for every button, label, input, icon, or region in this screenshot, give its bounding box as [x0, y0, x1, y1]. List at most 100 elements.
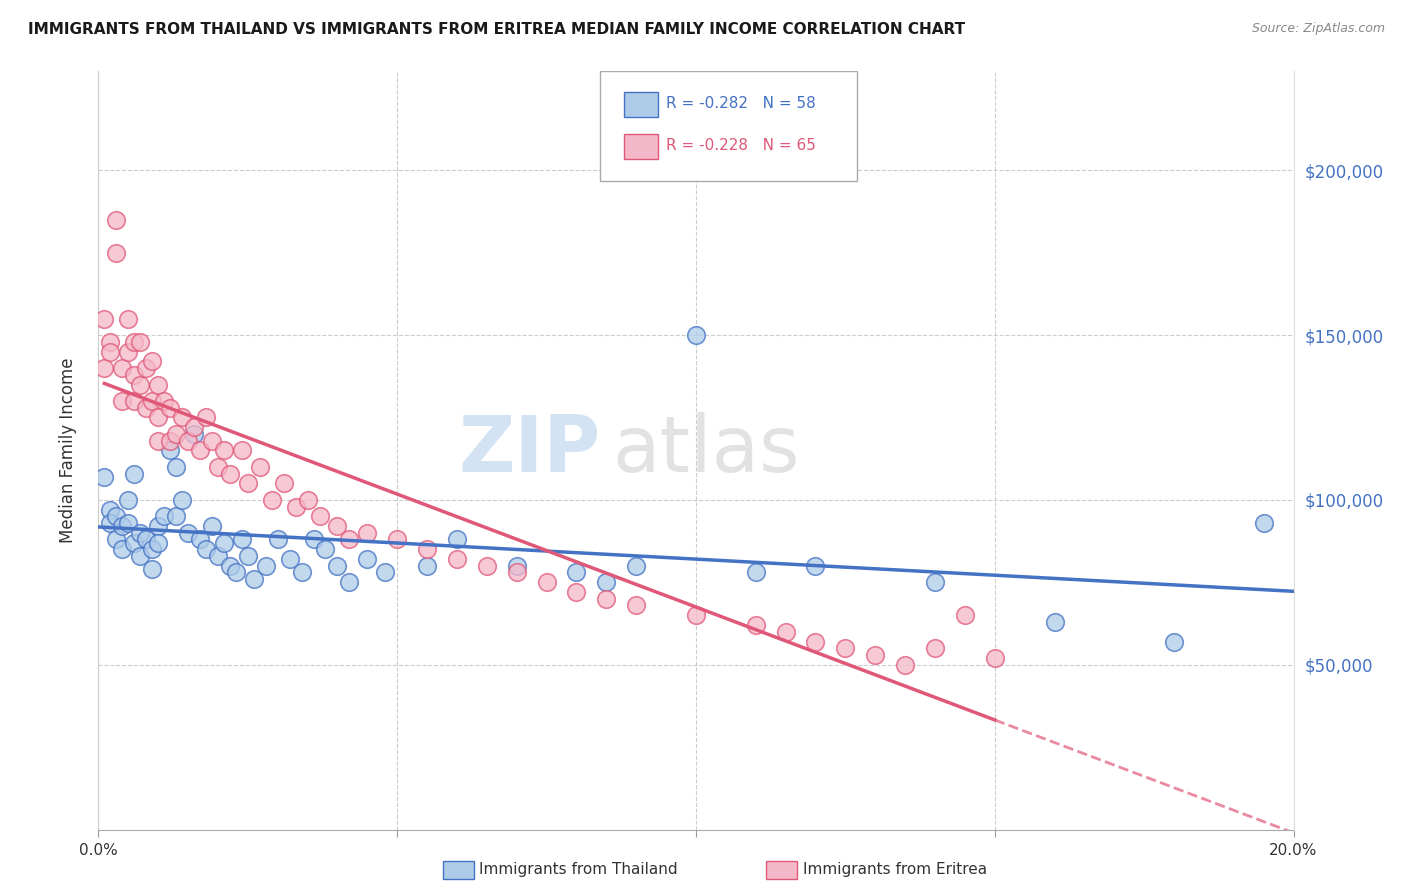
Point: [105, 245, 128, 260]
Point: [565, 585, 588, 599]
Point: [326, 519, 349, 533]
Point: [385, 533, 409, 547]
Point: [374, 566, 396, 580]
Point: [129, 549, 152, 563]
Point: [924, 641, 946, 656]
Point: [153, 509, 176, 524]
Point: [984, 651, 1007, 665]
Point: [135, 533, 157, 547]
Text: Source: ZipAtlas.com: Source: ZipAtlas.com: [1251, 22, 1385, 36]
Point: [93, 470, 115, 484]
Point: [124, 368, 146, 382]
Point: [506, 566, 529, 580]
Point: [93, 311, 115, 326]
Point: [243, 572, 266, 586]
Bar: [624, 92, 658, 117]
Text: R = -0.228   N = 65: R = -0.228 N = 65: [666, 138, 815, 153]
Point: [129, 525, 152, 540]
Point: [339, 575, 361, 590]
Point: [159, 401, 181, 415]
Point: [236, 476, 259, 491]
Point: [291, 566, 314, 580]
Point: [124, 334, 146, 349]
Point: [267, 533, 290, 547]
Point: [626, 599, 648, 613]
Point: [172, 410, 194, 425]
Point: [212, 535, 235, 549]
Point: [117, 492, 139, 507]
Point: [201, 434, 224, 448]
Point: [416, 558, 439, 573]
Point: [219, 467, 242, 481]
Point: [254, 558, 277, 573]
Point: [834, 641, 856, 656]
Point: [231, 533, 253, 547]
Point: [804, 634, 827, 648]
Point: [159, 434, 181, 448]
Point: [195, 542, 218, 557]
Point: [135, 401, 157, 415]
Point: [148, 434, 170, 448]
Point: [148, 377, 170, 392]
Point: [117, 311, 139, 326]
Point: [165, 427, 187, 442]
Point: [595, 591, 617, 606]
Point: [188, 443, 211, 458]
Point: [117, 516, 139, 530]
Point: [446, 552, 468, 566]
Bar: [624, 134, 658, 159]
Point: [626, 558, 648, 573]
Point: [804, 558, 827, 573]
Point: [165, 459, 187, 474]
Point: [745, 566, 768, 580]
Point: [685, 328, 707, 343]
Point: [195, 410, 218, 425]
Point: [183, 420, 205, 434]
Point: [894, 657, 917, 672]
Point: [506, 558, 529, 573]
Point: [278, 552, 301, 566]
Point: [111, 361, 134, 376]
Point: [302, 533, 325, 547]
Point: [148, 410, 170, 425]
Point: [1163, 634, 1185, 648]
Point: [1253, 516, 1275, 530]
Point: [249, 459, 271, 474]
Point: [326, 558, 349, 573]
Point: [141, 542, 163, 557]
Text: R = -0.282   N = 58: R = -0.282 N = 58: [666, 96, 815, 112]
Point: [219, 558, 242, 573]
Text: atlas: atlas: [613, 412, 800, 489]
Point: [212, 443, 235, 458]
Point: [260, 492, 283, 507]
FancyBboxPatch shape: [600, 71, 858, 181]
Point: [745, 618, 768, 632]
Point: [98, 503, 122, 517]
Point: [475, 558, 498, 573]
Point: [273, 476, 295, 491]
Point: [865, 648, 887, 662]
Point: [98, 344, 122, 359]
Point: [165, 509, 187, 524]
Point: [924, 575, 946, 590]
Point: [775, 624, 797, 639]
Point: [1043, 615, 1066, 629]
Point: [105, 509, 128, 524]
Point: [356, 525, 378, 540]
Point: [93, 361, 115, 376]
Point: [339, 533, 361, 547]
Text: Immigrants from Thailand: Immigrants from Thailand: [479, 863, 678, 877]
Point: [308, 509, 330, 524]
Point: [565, 566, 588, 580]
Point: [446, 533, 468, 547]
Point: [111, 542, 134, 557]
Point: [105, 212, 128, 227]
Text: IMMIGRANTS FROM THAILAND VS IMMIGRANTS FROM ERITREA MEDIAN FAMILY INCOME CORRELA: IMMIGRANTS FROM THAILAND VS IMMIGRANTS F…: [28, 22, 966, 37]
Point: [111, 394, 134, 409]
Point: [124, 394, 146, 409]
Point: [111, 519, 134, 533]
Text: ZIP: ZIP: [458, 412, 600, 489]
Point: [177, 525, 200, 540]
Point: [148, 519, 170, 533]
Point: [98, 516, 122, 530]
